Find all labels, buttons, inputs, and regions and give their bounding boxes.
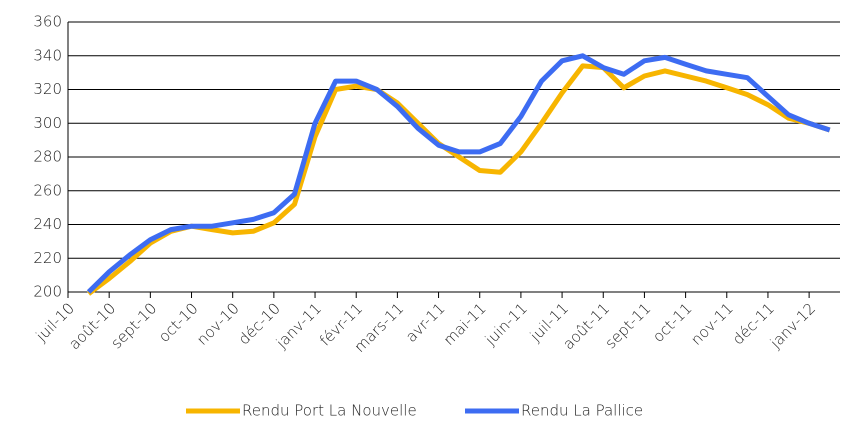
y-tick-label: 240	[33, 215, 62, 233]
legend-label: Rendu Port La Nouvelle	[242, 402, 417, 420]
y-tick-label: 360	[33, 13, 62, 31]
y-tick-label: 300	[33, 114, 62, 132]
series-line	[86, 53, 831, 294]
x-tick-label: juin-11	[481, 299, 531, 349]
y-tick-label: 280	[33, 148, 62, 166]
x-tick-label: mai-11	[440, 299, 490, 349]
y-tick-label: 220	[33, 249, 62, 267]
y-tick-label: 320	[33, 80, 62, 98]
x-tick-label: sept-11	[601, 299, 654, 352]
x-tick-label: nov-11	[687, 299, 737, 349]
x-tick-label: janv-11	[272, 299, 325, 352]
y-tick-label: 340	[33, 46, 62, 64]
y-tick-label: 200	[33, 283, 62, 301]
series-line	[87, 63, 831, 296]
x-tick-label: nov-10	[193, 299, 243, 349]
x-tick-label: janv-12	[766, 299, 819, 352]
y-tick-label: 260	[33, 181, 62, 199]
legend-label: Rendu La Pallice	[521, 402, 643, 420]
x-tick-label: sept-10	[107, 299, 160, 352]
